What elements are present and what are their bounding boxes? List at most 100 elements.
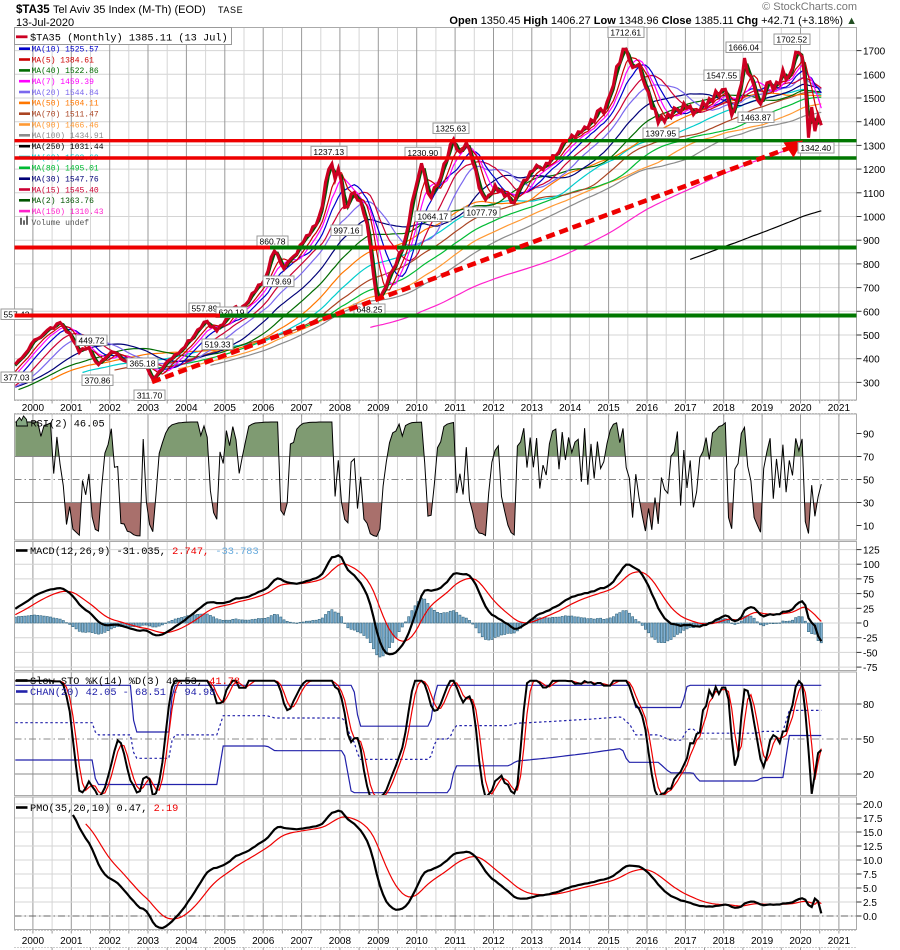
svg-text:1230.90: 1230.90 [407,148,438,158]
svg-text:2018: 2018 [713,403,736,414]
svg-text:519.33: 519.33 [205,340,231,350]
svg-text:2003: 2003 [137,403,160,414]
svg-text:70: 70 [863,453,875,464]
svg-text:-25: -25 [863,634,878,645]
svg-text:MA(150) 1310.43: MA(150) 1310.43 [32,208,104,217]
svg-text:2010: 2010 [406,403,429,414]
svg-text:1400: 1400 [863,118,886,129]
svg-text:1500: 1500 [863,94,886,105]
svg-text:2007: 2007 [290,403,313,414]
svg-text:MA(250) 1031.44: MA(250) 1031.44 [32,143,104,152]
svg-text:1237.13: 1237.13 [313,147,344,157]
svg-text:1600: 1600 [863,70,886,81]
svg-text:1700: 1700 [863,47,886,58]
svg-text:300: 300 [863,378,880,389]
svg-text:PMO(35,20,10) 0.47, 2.19: PMO(35,20,10) 0.47, 2.19 [30,803,178,815]
svg-text:MA(20) 1544.84: MA(20) 1544.84 [32,89,99,98]
svg-text:2010: 2010 [406,936,429,947]
svg-text:860.78: 860.78 [260,237,286,247]
svg-text:377.03: 377.03 [4,373,30,383]
svg-text:2004: 2004 [175,936,198,947]
svg-text:MA(40) 1522.86: MA(40) 1522.86 [32,67,99,76]
svg-text:1000: 1000 [863,213,886,224]
svg-text:2019: 2019 [751,936,774,947]
svg-text:15.0: 15.0 [863,828,883,839]
svg-text:1325.63: 1325.63 [435,124,466,134]
svg-text:MA(30) 1547.76: MA(30) 1547.76 [32,176,99,185]
svg-text:12.5: 12.5 [863,842,883,853]
svg-text:MACD(12,26,9) -31.035, 2.747,: MACD(12,26,9) -31.035, 2.747, -33.783 [30,546,259,558]
svg-text:2015: 2015 [597,936,620,947]
svg-text:620.19: 620.19 [219,308,245,318]
svg-text:CHAN(20) 42.05 - 68.51 - 94.98: CHAN(20) 42.05 - 68.51 - 94.98 [30,687,215,699]
svg-text:0: 0 [863,619,869,630]
svg-text:2000: 2000 [22,936,45,947]
svg-text:7.5: 7.5 [863,870,877,881]
svg-text:2020: 2020 [789,936,812,947]
svg-text:125: 125 [863,546,880,557]
svg-text:2000: 2000 [22,403,45,414]
svg-text:RSI(2) 46.05: RSI(2) 46.05 [31,418,105,430]
svg-text:5.0: 5.0 [863,884,877,895]
svg-text:1064.17: 1064.17 [417,212,448,222]
svg-text:20.0: 20.0 [863,800,883,811]
svg-text:1077.79: 1077.79 [466,208,497,218]
svg-text:2004: 2004 [175,403,198,414]
svg-text:2011: 2011 [444,403,466,414]
svg-text:2019: 2019 [751,403,774,414]
svg-text:Open 1350.45 High 1406.27 Low: Open 1350.45 High 1406.27 Low 1348.96 Cl… [449,15,857,27]
svg-text:2014: 2014 [559,403,582,414]
svg-text:2006: 2006 [252,403,275,414]
svg-text:-75: -75 [863,663,878,674]
svg-text:2006: 2006 [252,936,275,947]
svg-text:400: 400 [863,355,880,366]
svg-text:370.86: 370.86 [85,376,111,386]
svg-text:MA(15) 1545.40: MA(15) 1545.40 [32,186,99,195]
svg-text:365.18: 365.18 [130,359,156,369]
svg-text:$TA35: $TA35 [16,4,50,16]
svg-text:900: 900 [863,236,880,247]
svg-text:2008: 2008 [329,403,352,414]
svg-text:2021: 2021 [828,936,851,947]
svg-text:Tel Aviv 35 Index (M-Th) (EOD): Tel Aviv 35 Index (M-Th) (EOD) [53,4,206,16]
svg-text:17.5: 17.5 [863,814,883,825]
svg-text:1666.04: 1666.04 [728,43,759,53]
svg-text:Volume undef: Volume undef [32,219,90,228]
svg-text:1712.61: 1712.61 [610,28,641,38]
svg-text:1397.95: 1397.95 [645,129,676,139]
svg-text:2001: 2001 [60,403,83,414]
svg-text:TASE: TASE [218,5,243,15]
svg-text:10: 10 [863,522,875,533]
svg-text:1702.52: 1702.52 [776,35,807,45]
svg-text:2001: 2001 [60,936,83,947]
svg-text:80: 80 [863,700,875,711]
svg-text:2002: 2002 [99,403,122,414]
svg-text:600: 600 [863,307,880,318]
svg-text:1342.40: 1342.40 [800,143,831,153]
svg-text:1100: 1100 [863,189,885,200]
svg-text:557.89: 557.89 [192,304,218,314]
svg-text:648.25: 648.25 [357,305,383,315]
svg-text:2012: 2012 [482,936,505,947]
svg-text:779.69: 779.69 [266,277,292,287]
svg-text:MA(80) 1495.01: MA(80) 1495.01 [32,165,99,174]
svg-text:2005: 2005 [214,403,237,414]
svg-text:2017: 2017 [674,403,697,414]
svg-text:Slow STO %K(14) %D(3) 40.53, 4: Slow STO %K(14) %D(3) 40.53, 41.78 [30,676,240,688]
svg-text:50: 50 [863,735,875,746]
svg-text:20: 20 [863,770,875,781]
svg-text:10.0: 10.0 [863,856,883,867]
svg-text:2018: 2018 [713,936,736,947]
svg-text:MA(70) 1511.47: MA(70) 1511.47 [32,111,99,120]
svg-text:800: 800 [863,260,880,271]
svg-text:MA(5) 1384.61: MA(5) 1384.61 [32,56,95,65]
svg-text:0.0: 0.0 [863,912,877,923]
svg-text:311.70: 311.70 [137,391,163,401]
svg-text:MA(7) 1459.39: MA(7) 1459.39 [32,78,95,87]
svg-text:13-Jul-2020: 13-Jul-2020 [16,17,74,29]
svg-text:50: 50 [863,476,875,487]
svg-text:1547.55: 1547.55 [706,71,737,81]
svg-text:2015: 2015 [597,403,620,414]
svg-text:449.72: 449.72 [79,336,105,346]
svg-text:90: 90 [863,430,875,441]
